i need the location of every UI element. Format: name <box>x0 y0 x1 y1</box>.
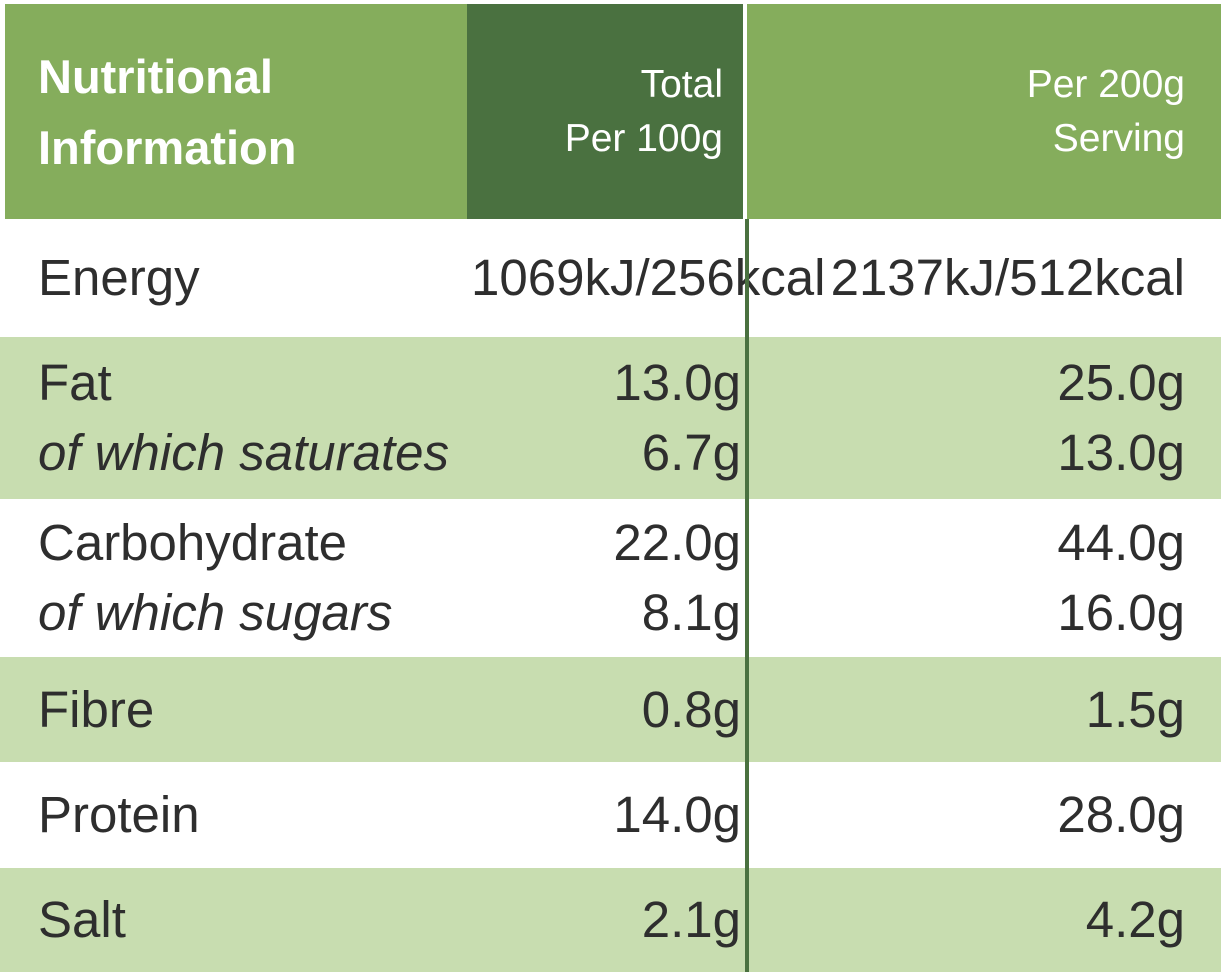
value-per-200g-serving: 2137kJ/512kcal <box>830 249 1185 306</box>
row-label-cell: Fibre <box>0 657 471 762</box>
column-header-per-100g-line1: Total <box>640 62 723 106</box>
row-label-cell: Salt <box>0 868 471 972</box>
row-sublabel: of which saturates <box>38 424 450 481</box>
row-label: Energy <box>38 249 200 306</box>
row-per-200g-cell: 1.5g <box>751 657 1221 762</box>
value-per-100g: 0.8g <box>641 680 741 738</box>
table-row: Fat of which saturates 13.0g 6.7g 25.0g 13.… <box>0 337 1221 499</box>
value-per-100g: 14.0g <box>613 786 741 843</box>
value-per-200g-serving: 1.5g <box>1085 680 1185 738</box>
row-per-200g-cell: 44.0g 16.0g <box>751 499 1221 657</box>
column-header-per-200g-serving: Per 200g Serving <box>747 4 1221 219</box>
row-per-100g-cell: 2.1g <box>471 868 751 972</box>
row-label-cell: Protein <box>0 762 471 868</box>
column-header-per-200g-line2: Serving <box>1052 116 1185 160</box>
column-header-per-100g-line2: Per 100g <box>564 116 723 160</box>
row-label-cell: Energy <box>0 219 471 337</box>
value-per-200g-serving: 44.0g <box>1057 514 1185 571</box>
row-per-200g-cell: 4.2g <box>751 868 1221 972</box>
value-per-100g: 6.7g <box>641 424 741 481</box>
row-label: Carbohydrate <box>38 514 348 571</box>
value-per-200g-serving: 25.0g <box>1057 354 1185 411</box>
column-header-per-200g-line1: Per 200g <box>1026 62 1185 106</box>
table-row: Fibre 0.8g 1.5g <box>0 657 1221 762</box>
row-per-200g-cell: 25.0g 13.0g <box>751 337 1221 499</box>
row-label: Fibre <box>38 680 155 738</box>
value-per-100g: 2.1g <box>641 891 741 948</box>
row-sublabel: of which sugars <box>38 584 393 641</box>
row-label: Protein <box>38 786 200 843</box>
row-label: Salt <box>38 891 126 948</box>
row-per-200g-cell: 2137kJ/512kcal <box>751 219 1221 337</box>
row-per-100g-cell: 0.8g <box>471 657 751 762</box>
value-per-200g-serving: 16.0g <box>1057 584 1185 641</box>
value-per-100g: 22.0g <box>613 514 741 571</box>
row-label-cell: Carbohydrate of which sugars <box>0 499 471 657</box>
table-body: Energy 1069kJ/256kcal 2137kJ/512kcal Fat… <box>0 219 1221 972</box>
column-header-per-100g: Total Per 100g <box>467 4 743 219</box>
table-header: Nutritional Information Total Per 100g P… <box>0 0 1221 219</box>
value-per-100g: 1069kJ/256kcal <box>471 249 826 306</box>
table-row: Protein 14.0g 28.0g <box>0 762 1221 868</box>
table-row: Energy 1069kJ/256kcal 2137kJ/512kcal <box>0 219 1221 337</box>
row-label: Fat <box>38 354 112 411</box>
row-per-100g-cell: 13.0g 6.7g <box>471 337 751 499</box>
value-per-200g-serving: 4.2g <box>1085 891 1185 948</box>
header-column-gap <box>743 4 747 219</box>
value-per-100g: 13.0g <box>613 354 741 411</box>
value-per-100g: 8.1g <box>641 584 741 641</box>
row-label-cell: Fat of which saturates <box>0 337 471 499</box>
row-per-200g-cell: 28.0g <box>751 762 1221 868</box>
value-per-200g-serving: 13.0g <box>1057 424 1185 481</box>
column-divider <box>745 219 749 972</box>
row-per-100g-cell: 1069kJ/256kcal <box>471 219 826 337</box>
page-title: Nutritional Information <box>0 4 467 219</box>
row-per-100g-cell: 14.0g <box>471 762 751 868</box>
value-per-200g-serving: 28.0g <box>1057 786 1185 843</box>
table-row: Carbohydrate of which sugars 22.0g 8.1g 44… <box>0 499 1221 657</box>
table-row: Salt 2.1g 4.2g <box>0 868 1221 972</box>
row-per-100g-cell: 22.0g 8.1g <box>471 499 751 657</box>
